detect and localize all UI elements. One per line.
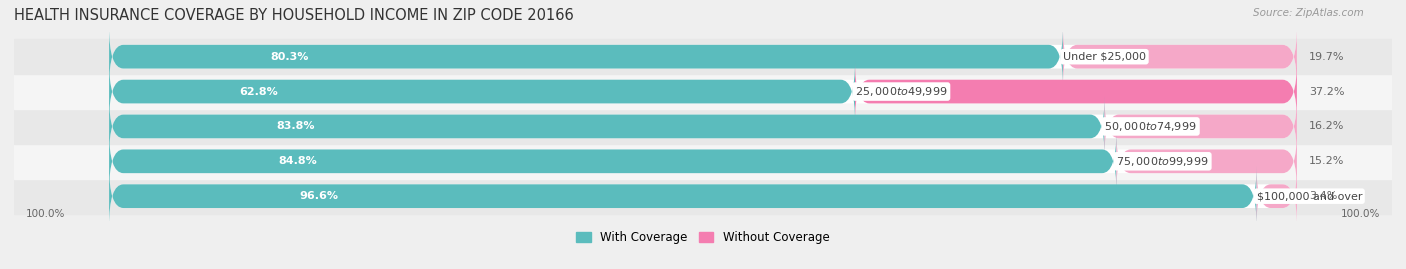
Text: Source: ZipAtlas.com: Source: ZipAtlas.com xyxy=(1253,8,1364,18)
FancyBboxPatch shape xyxy=(110,62,855,122)
Text: 19.7%: 19.7% xyxy=(1309,52,1344,62)
FancyBboxPatch shape xyxy=(110,97,1105,156)
Bar xyxy=(14,74,1392,109)
FancyBboxPatch shape xyxy=(110,62,1296,122)
Bar xyxy=(14,39,1392,74)
FancyBboxPatch shape xyxy=(110,131,1116,191)
FancyBboxPatch shape xyxy=(110,27,1296,87)
Text: HEALTH INSURANCE COVERAGE BY HOUSEHOLD INCOME IN ZIP CODE 20166: HEALTH INSURANCE COVERAGE BY HOUSEHOLD I… xyxy=(14,8,574,23)
Bar xyxy=(14,109,1392,144)
FancyBboxPatch shape xyxy=(110,97,1296,156)
Text: 15.2%: 15.2% xyxy=(1309,156,1344,166)
FancyBboxPatch shape xyxy=(110,166,1257,226)
Text: Under $25,000: Under $25,000 xyxy=(1063,52,1146,62)
FancyBboxPatch shape xyxy=(1257,166,1296,226)
Bar xyxy=(14,179,1392,214)
Text: 16.2%: 16.2% xyxy=(1309,121,1344,132)
FancyBboxPatch shape xyxy=(855,62,1296,122)
Text: 84.8%: 84.8% xyxy=(278,156,316,166)
Text: 3.4%: 3.4% xyxy=(1309,191,1337,201)
Text: 100.0%: 100.0% xyxy=(1341,209,1381,219)
Legend: With Coverage, Without Coverage: With Coverage, Without Coverage xyxy=(572,226,834,249)
FancyBboxPatch shape xyxy=(1063,27,1296,87)
FancyBboxPatch shape xyxy=(110,166,1296,226)
FancyBboxPatch shape xyxy=(1116,131,1296,191)
FancyBboxPatch shape xyxy=(1105,97,1296,156)
Text: 80.3%: 80.3% xyxy=(270,52,308,62)
Text: $25,000 to $49,999: $25,000 to $49,999 xyxy=(855,85,948,98)
Text: 37.2%: 37.2% xyxy=(1309,87,1344,97)
Text: 62.8%: 62.8% xyxy=(239,87,277,97)
Text: $75,000 to $99,999: $75,000 to $99,999 xyxy=(1116,155,1209,168)
Text: $100,000 and over: $100,000 and over xyxy=(1257,191,1362,201)
FancyBboxPatch shape xyxy=(110,131,1296,191)
Text: 96.6%: 96.6% xyxy=(299,191,337,201)
Bar xyxy=(14,144,1392,179)
Text: $50,000 to $74,999: $50,000 to $74,999 xyxy=(1105,120,1197,133)
FancyBboxPatch shape xyxy=(110,27,1063,87)
Text: 83.8%: 83.8% xyxy=(276,121,315,132)
Text: 100.0%: 100.0% xyxy=(25,209,65,219)
